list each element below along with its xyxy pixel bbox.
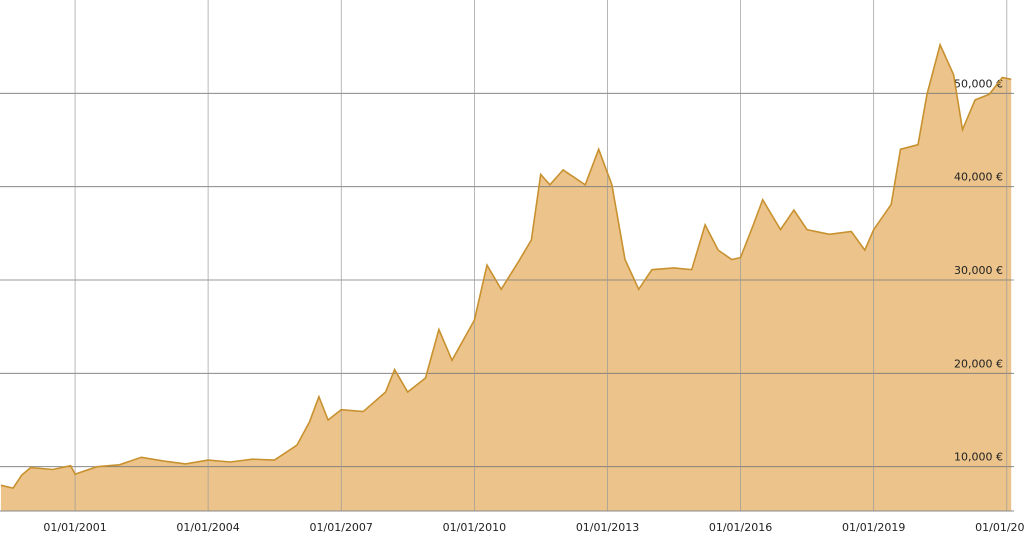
- y-tick-label: 50,000 €: [954, 77, 1003, 90]
- y-tick-label: 30,000 €: [954, 264, 1003, 277]
- y-tick-label: 10,000 €: [954, 451, 1003, 464]
- x-tick-label: 01/01/2013: [576, 521, 639, 534]
- price-line: [0, 42, 1012, 490]
- x-tick-label: 01/01/2016: [709, 521, 772, 534]
- y-tick-label: 40,000 €: [954, 171, 1003, 184]
- x-tick-label: 01/01/2019: [842, 521, 905, 534]
- x-tick-label: 01/01/2022: [975, 521, 1024, 534]
- x-tick-label: 01/01/2001: [43, 521, 106, 534]
- y-tick-label: 20,000 €: [954, 357, 1003, 370]
- x-tick-label: 01/01/2007: [310, 521, 373, 534]
- x-tick-label: 01/01/2010: [443, 521, 506, 534]
- x-tick-label: 01/01/2004: [176, 521, 239, 534]
- area-fill: [0, 44, 1012, 512]
